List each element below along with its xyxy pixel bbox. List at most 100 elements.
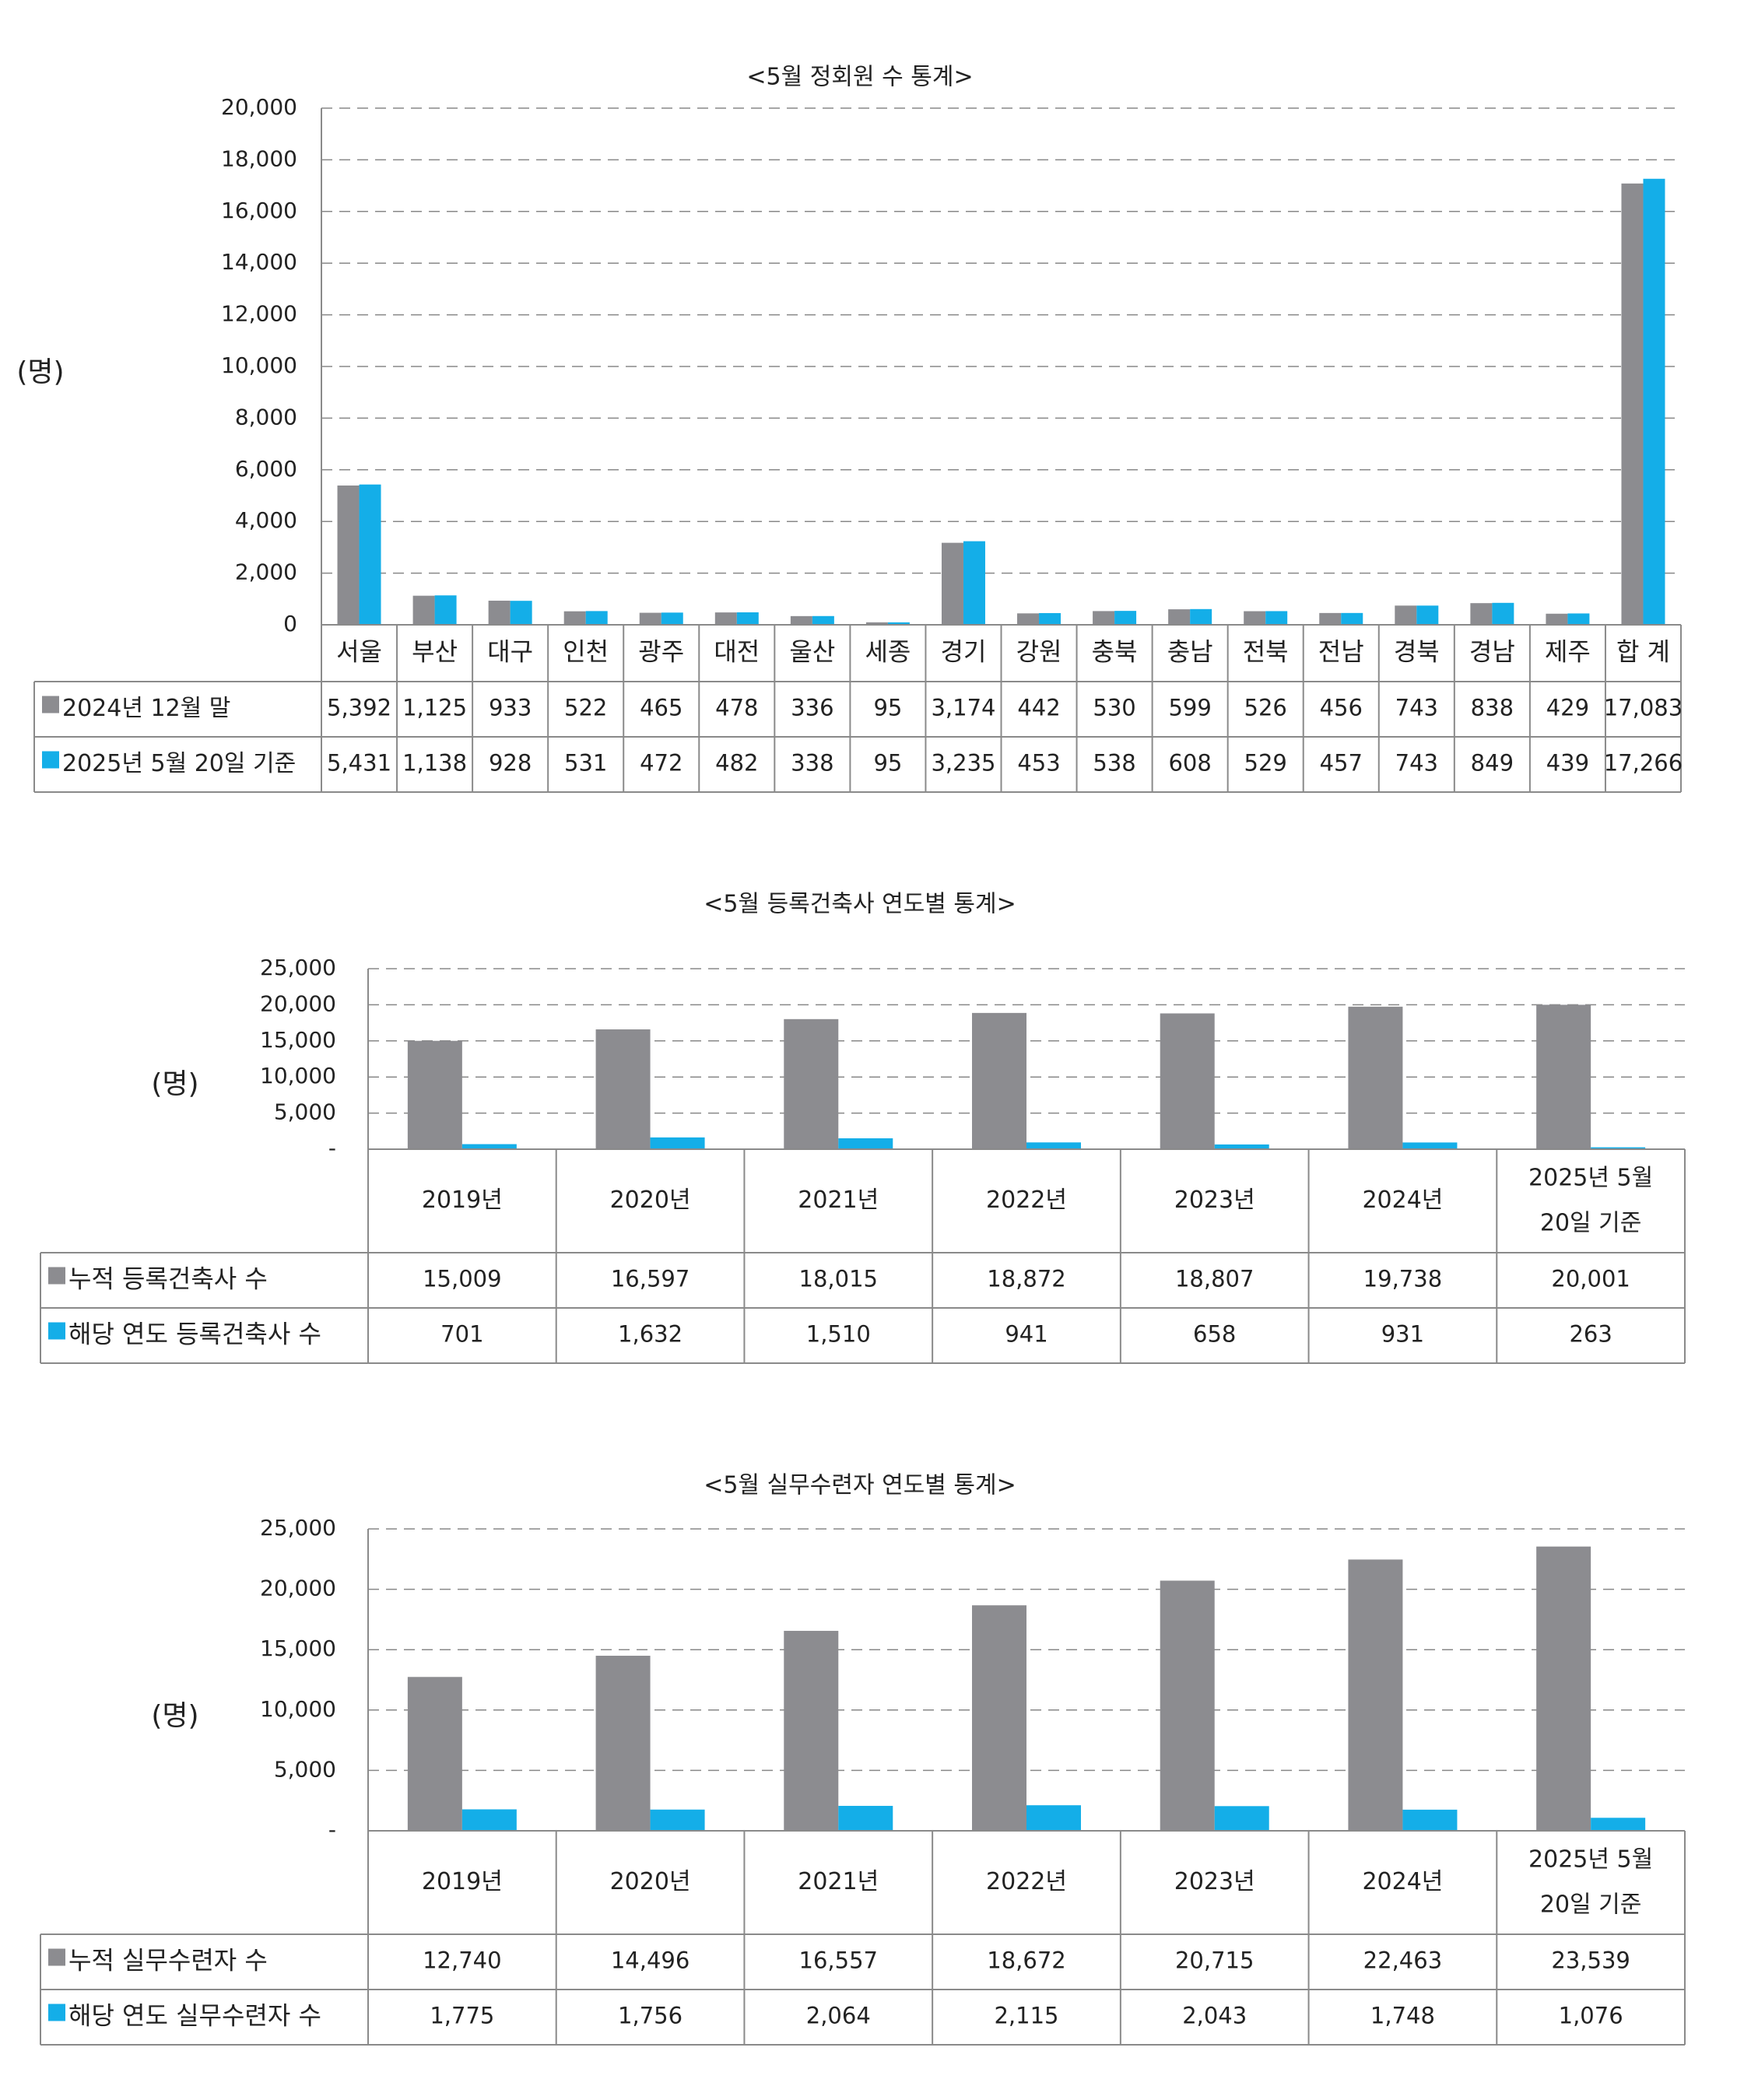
legend-label-1: 누적 등록건축사 수 <box>68 1264 268 1294</box>
data-label: 743 <box>1395 750 1438 777</box>
x-category-label: 인천 <box>563 637 609 667</box>
bar-s2-5 <box>1402 1142 1458 1149</box>
data-label: 2,064 <box>806 2003 871 2029</box>
data-label: 1,510 <box>806 1321 871 1348</box>
data-label: 478 <box>715 695 758 721</box>
bar-s2-0 <box>359 484 381 625</box>
data-label: 2,115 <box>994 2003 1058 2029</box>
data-label: 19,738 <box>1363 1266 1442 1292</box>
bar-s1-14 <box>1395 605 1417 625</box>
bar-s2-1 <box>434 595 457 625</box>
bar-s2-3 <box>585 611 608 625</box>
data-label: 538 <box>1093 750 1135 777</box>
data-label: 16,557 <box>799 1947 878 1974</box>
data-label: 2,043 <box>1182 2003 1247 2029</box>
legend-swatch-1 <box>48 1948 65 1966</box>
data-label: 5,431 <box>327 750 391 777</box>
data-label: 1,138 <box>402 750 467 777</box>
bar-s1-11 <box>1168 609 1191 625</box>
y-tick-label: 20,000 <box>260 1576 336 1601</box>
data-label: 522 <box>564 695 607 721</box>
data-label: 3,174 <box>931 695 995 721</box>
data-label: 1,076 <box>1559 2003 1623 2029</box>
y-tick-label: 25,000 <box>260 955 336 980</box>
y-tick-label: 25,000 <box>260 1515 336 1541</box>
legend-label-1: 누적 실무수련자 수 <box>68 1946 268 1976</box>
y-unit-label: (명) <box>16 356 64 388</box>
bar-s1-4 <box>639 612 661 625</box>
data-label: 17,266 <box>1604 750 1683 777</box>
bar-s1-4 <box>1160 1013 1215 1149</box>
bar-s1-1 <box>412 595 435 625</box>
legend-swatch-1 <box>42 696 59 713</box>
bar-s2-13 <box>1341 612 1363 625</box>
data-label: 95 <box>873 750 902 777</box>
legend-swatch-2 <box>48 2004 65 2021</box>
bar-s2-12 <box>1265 611 1288 625</box>
y-tick-label: 4,000 <box>235 507 297 533</box>
x-category-label: 강원 <box>1016 637 1062 667</box>
data-label: 18,872 <box>987 1266 1065 1292</box>
bar-s1-5 <box>714 612 737 625</box>
bar-s2-2 <box>838 1138 893 1149</box>
chart-svg: <5월 등록건축사 연도별 통계> (명) - 5,000 10,000 15,000 20… <box>40 891 1686 1364</box>
bar-s1-1 <box>595 1029 651 1149</box>
data-label: 928 <box>489 750 532 777</box>
data-label: 465 <box>640 695 683 721</box>
y-tick-label: 15,000 <box>260 1635 336 1661</box>
x-category-label: 충북 <box>1092 637 1138 667</box>
y-tick-label: - <box>328 1135 336 1161</box>
chart-title: <5월 실무수련자 연도별 통계> <box>704 1472 1016 1499</box>
data-label: 23,539 <box>1551 1947 1630 1974</box>
data-label: 18,672 <box>987 1947 1065 1974</box>
y-tick-label: 12,000 <box>221 301 297 327</box>
bar-s2-11 <box>1190 608 1212 625</box>
data-label: 941 <box>1005 1321 1047 1348</box>
data-label: 15,009 <box>423 1266 501 1292</box>
data-label: 429 <box>1546 695 1589 721</box>
data-label: 456 <box>1320 695 1363 721</box>
bar-s2-2 <box>510 601 532 625</box>
x-category-label: 울산 <box>789 637 835 667</box>
data-label: 1,748 <box>1370 2003 1435 2029</box>
data-label: 472 <box>640 750 683 777</box>
y-tick-label: 16,000 <box>221 198 297 223</box>
x-category-label: 광주 <box>638 637 684 667</box>
data-label: 442 <box>1017 695 1060 721</box>
data-label: 20,001 <box>1551 1266 1630 1292</box>
data-label: 22,463 <box>1363 1947 1442 1974</box>
bar-s1-3 <box>972 1605 1026 1831</box>
x-category-label: 2022년 <box>986 1868 1067 1895</box>
data-label: 12,740 <box>423 1947 501 1974</box>
y-tick-label: 20,000 <box>260 990 336 1016</box>
bar-s2-1 <box>650 1137 705 1149</box>
data-label: 599 <box>1168 695 1211 721</box>
y-unit-label: (명) <box>151 1068 198 1100</box>
data-label: 338 <box>791 750 833 777</box>
bar-s1-17 <box>1621 183 1644 625</box>
data-label: 1,125 <box>402 695 467 721</box>
data-label: 1,775 <box>430 2003 494 2029</box>
chart-svg: <5월 실무수련자 연도별 통계> (명) - 5,000 10,000 15,000 20… <box>40 1472 1686 2046</box>
bar-s1-0 <box>407 1040 462 1149</box>
x-category-label: 부산 <box>412 637 458 667</box>
bar-s1-6 <box>1536 1546 1591 1831</box>
x-category-label: 대구 <box>487 637 533 667</box>
y-tick-label: 15,000 <box>260 1027 336 1053</box>
bar-s2-5 <box>1402 1809 1458 1831</box>
legend-swatch-2 <box>42 751 59 769</box>
x-category-label: 대전 <box>714 637 760 667</box>
y-tick-label: 10,000 <box>221 352 297 378</box>
bar-s2-0 <box>461 1809 517 1831</box>
bar-s1-16 <box>1546 613 1568 625</box>
bar-s2-0 <box>461 1144 517 1149</box>
data-label: 263 <box>1569 1321 1612 1348</box>
data-label: 336 <box>791 695 833 721</box>
bar-s2-15 <box>1492 602 1514 625</box>
bar-s1-2 <box>784 1018 839 1149</box>
x-category-label: 2020년 <box>610 1187 691 1214</box>
y-tick-label: 0 <box>283 611 297 636</box>
bar-s2-1 <box>650 1809 705 1831</box>
x-category-label: 제주 <box>1545 637 1591 667</box>
y-tick-label: 10,000 <box>260 1063 336 1089</box>
